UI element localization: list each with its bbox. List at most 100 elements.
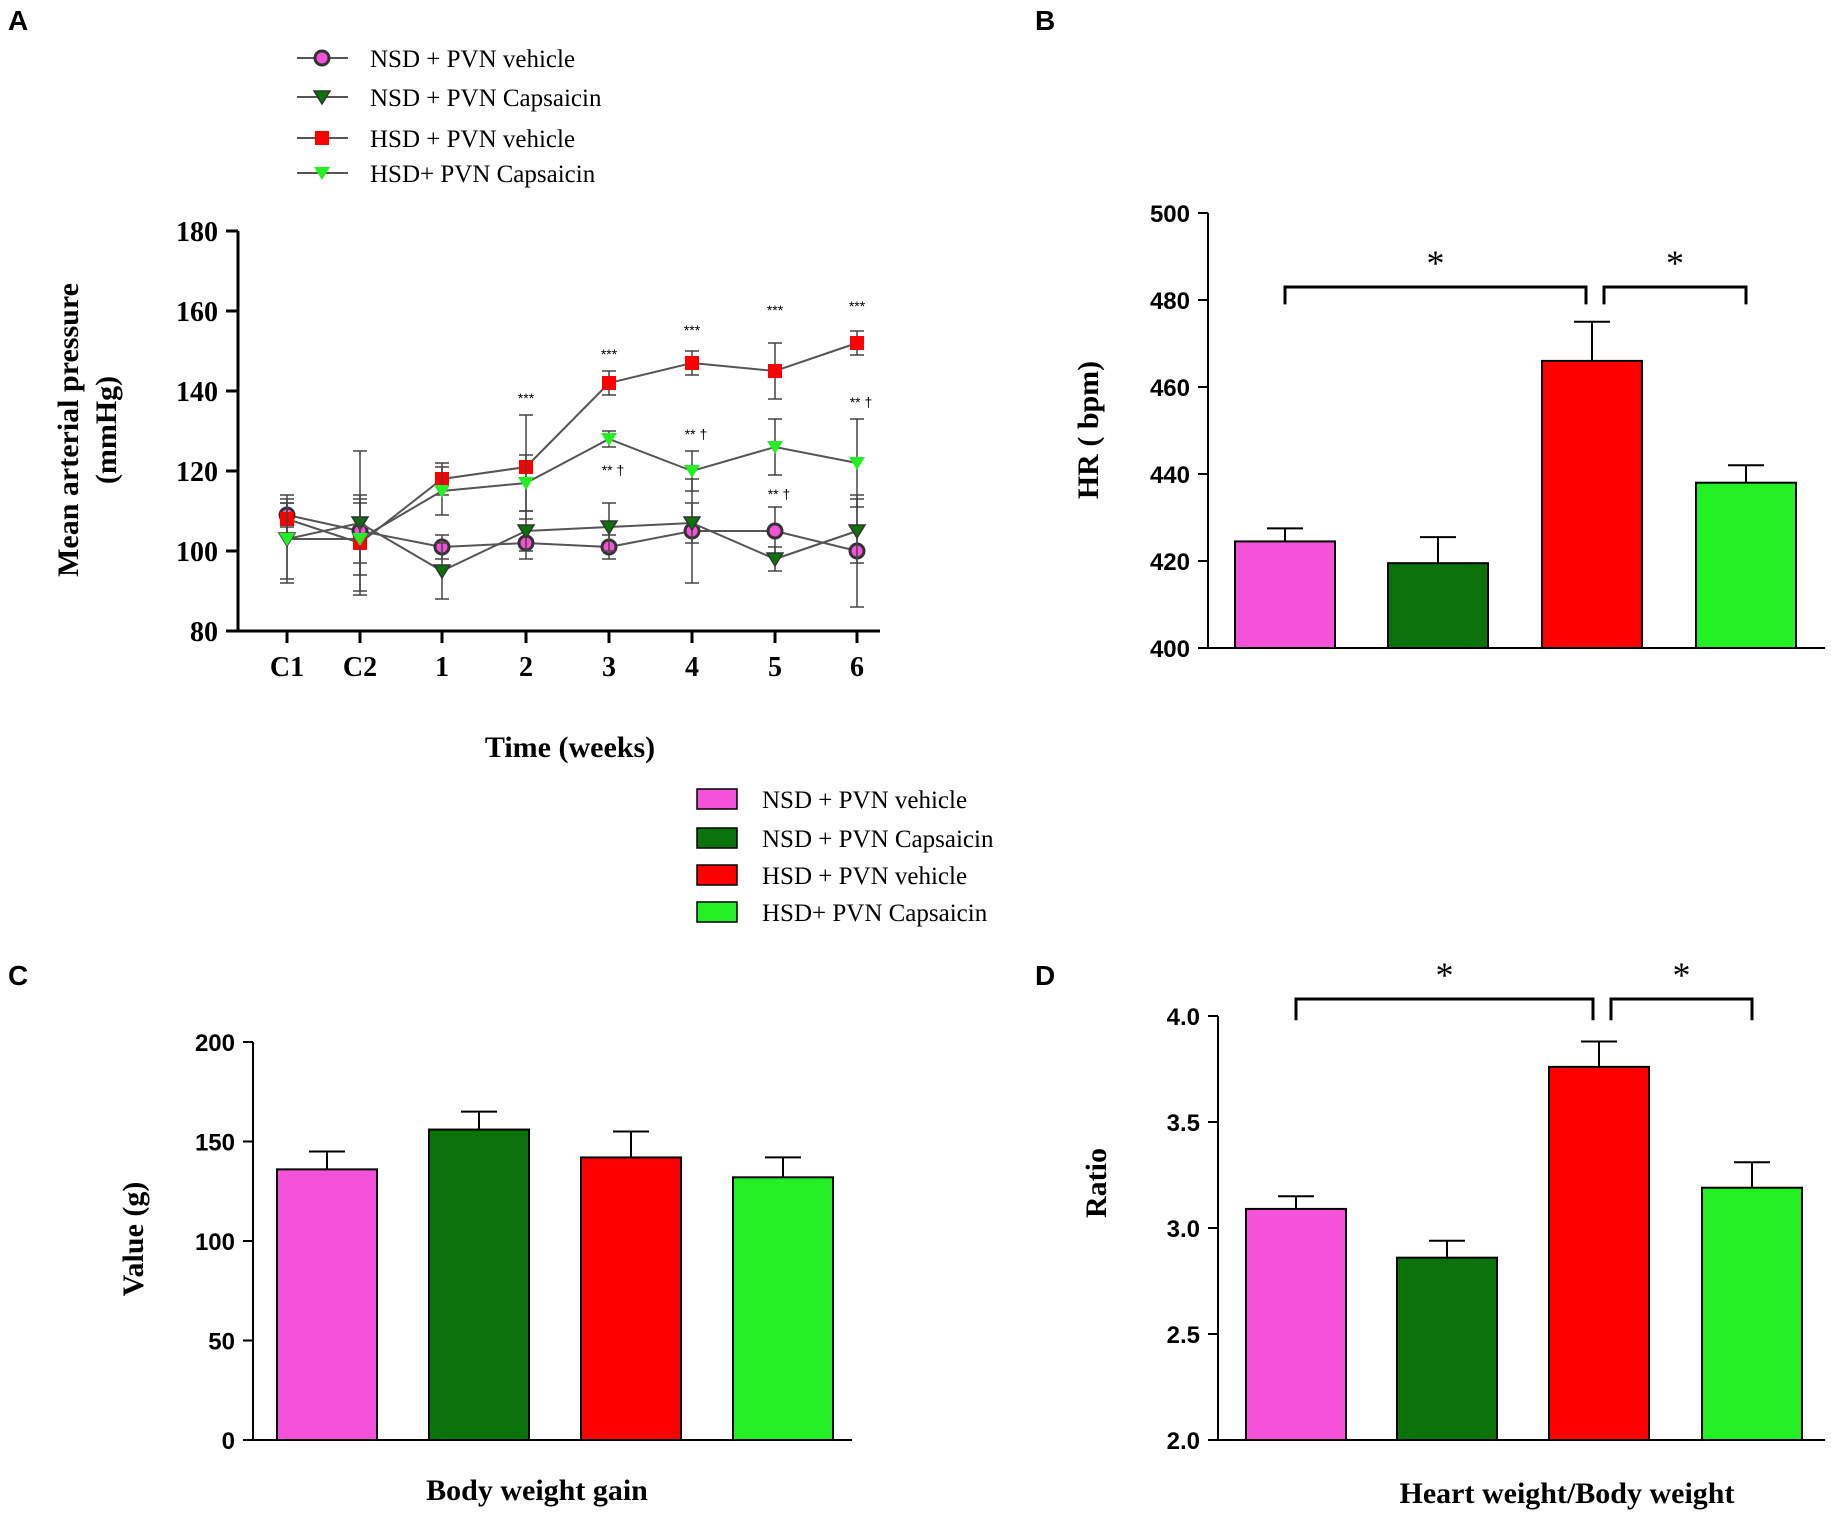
data-point (767, 441, 783, 454)
x-tick-label: 4 (685, 652, 699, 683)
significance-label: *** (601, 346, 618, 362)
legend-bars-item-hsd-vehicle: HSD + PVN vehicle (696, 863, 967, 890)
legend-bars-swatch (696, 827, 738, 849)
x-tick-label: 2 (519, 652, 533, 683)
y-tick-label: 440 (1150, 462, 1190, 489)
x-tick-label: 5 (768, 652, 782, 683)
y-tick-label: 160 (176, 297, 218, 328)
x-axis-title: Heart weight/Body weight (1400, 1477, 1735, 1510)
significance-star: * (1666, 243, 1684, 283)
y-axis-title: Mean arterial pressure (mmHg) (52, 283, 123, 577)
panel-label-a: A (8, 5, 28, 36)
significance-label: *** (767, 302, 784, 318)
y-tick-label: 180 (176, 217, 218, 248)
bar (1387, 562, 1489, 649)
legend-bars-swatch (696, 864, 738, 886)
series-line (286, 514, 858, 552)
bar (1245, 1207, 1347, 1442)
legend-bars-item-hsd-capsaicin: HSD+ PVN Capsaicin (696, 900, 988, 927)
bar (1396, 1256, 1498, 1442)
legend-bars-item-nsd-capsaicin: NSD + PVN Capsaicin (696, 826, 994, 853)
legend-bars-item-nsd-vehicle: NSD + PVN vehicle (696, 787, 967, 814)
panel-label-d: D (1035, 960, 1055, 991)
y-tick-label: 150 (195, 1130, 235, 1157)
data-point (847, 524, 867, 540)
significance-label: ** † (685, 426, 708, 442)
significance-label: *** (684, 322, 701, 338)
significance-bracket (1602, 285, 1748, 305)
series-hsd_vehicle (280, 330, 864, 592)
significance-star: * (1673, 955, 1691, 995)
y-tick-label: 50 (208, 1329, 235, 1356)
y-tick-label: 120 (176, 457, 218, 488)
bar (732, 1176, 834, 1441)
data-point (279, 533, 295, 546)
legend-a-item-nsd-vehicle: NSD + PVN vehicle (297, 46, 575, 73)
legend-bars: NSD + PVN vehicle NSD + PVN Capsaicin HS… (696, 787, 994, 927)
significance-label: ** † (850, 394, 873, 410)
x-tick-label: 3 (602, 652, 616, 683)
panel-label-b: B (1035, 5, 1055, 36)
legend-a-item-nsd-capsaicin: NSD + PVN Capsaicin (297, 85, 602, 112)
legend-a-item-hsd-vehicle: HSD + PVN vehicle (297, 126, 575, 153)
data-point (766, 522, 784, 540)
bar (1701, 1186, 1803, 1441)
bar (1548, 1065, 1650, 1441)
data-point (850, 336, 864, 350)
chart-d-bar-plot: 2.0 2.5 3.0 3.5 4.0 * * Heart weight/Body weigh… (1080, 955, 1825, 1510)
y-tick-label: 3.0 (1167, 1216, 1200, 1243)
significance-label: *** (518, 390, 535, 406)
y-axis-title-line: (mmHg) (90, 376, 123, 484)
y-tick-label: 140 (176, 377, 218, 408)
data-point (601, 433, 617, 446)
x-axis-title: Body weight gain (426, 1474, 648, 1507)
chart-b-bar-plot: 400 420 440 460 480 500 * * HR ( bpm) (1072, 201, 1825, 663)
y-axis-title: HR ( bpm) (1072, 361, 1105, 499)
y-axis-title: Value (g) (117, 1182, 150, 1297)
data-point (434, 485, 450, 498)
legend-a-triangle-marker (312, 90, 332, 106)
significance-bracket (1283, 285, 1588, 305)
legend-bars-label: HSD+ PVN Capsaicin (762, 900, 988, 927)
y-tick-label: 3.5 (1167, 1110, 1200, 1137)
series-line (286, 342, 858, 545)
legend-a-label: NSD + PVN Capsaicin (370, 85, 602, 112)
legend-a-circle-marker (313, 49, 331, 67)
significance-label: ** † (602, 462, 625, 478)
significance-bracket (1609, 997, 1754, 1021)
x-tick-label: 1 (435, 652, 449, 683)
y-tick-label: 2.5 (1167, 1322, 1200, 1349)
y-axis-title-line: Mean arterial pressure (52, 283, 85, 577)
data-point (352, 533, 368, 546)
legend-a-label: HSD+ PVN Capsaicin (370, 161, 596, 188)
x-tick-label: 6 (850, 652, 864, 683)
data-point (682, 516, 702, 532)
y-tick-label: 200 (195, 1030, 235, 1057)
data-point (768, 364, 782, 378)
x-tick-label: C1 (270, 652, 304, 683)
legend-bars-swatch (696, 788, 738, 810)
bar (428, 1128, 530, 1442)
legend-a: NSD + PVN vehicle NSD + PVN Capsaicin HS… (297, 46, 602, 188)
legend-a-label: NSD + PVN vehicle (370, 46, 575, 73)
bar (1695, 481, 1797, 650)
legend-bars-label: HSD + PVN vehicle (762, 863, 967, 890)
y-tick-label: 4.0 (1167, 1004, 1200, 1031)
data-point (602, 376, 616, 390)
y-tick-label: 420 (1150, 549, 1190, 576)
y-tick-label: 100 (176, 537, 218, 568)
bar (1234, 540, 1336, 649)
y-tick-label: 460 (1150, 375, 1190, 402)
data-point (432, 564, 452, 580)
y-tick-label: 400 (1150, 636, 1190, 663)
significance-label: *** (849, 298, 866, 314)
bar (580, 1156, 682, 1442)
data-point (516, 524, 536, 540)
legend-a-item-hsd-capsaicin: HSD+ PVN Capsaicin (297, 161, 596, 188)
data-point (765, 552, 785, 568)
significance-label: ** † (768, 486, 791, 502)
y-tick-label: 80 (190, 617, 218, 648)
y-tick-label: 0 (222, 1428, 235, 1455)
data-point (599, 520, 619, 536)
